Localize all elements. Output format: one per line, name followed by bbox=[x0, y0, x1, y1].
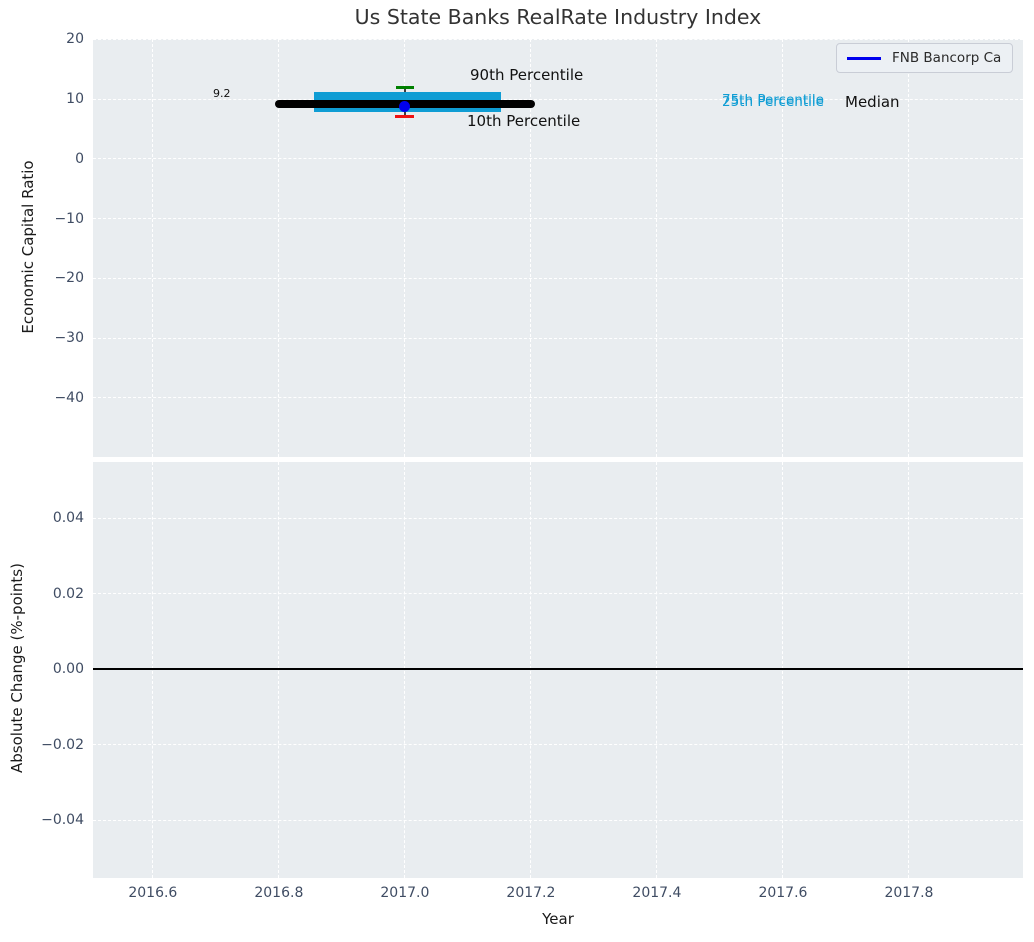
x-gridline bbox=[530, 39, 532, 457]
annotation-median_value_label: 9.2 bbox=[213, 87, 231, 100]
x-gridline bbox=[278, 462, 280, 878]
x-gridline bbox=[152, 39, 154, 457]
x-tick-label: 2017.6 bbox=[758, 885, 808, 901]
x-gridline bbox=[782, 39, 784, 457]
y-tick-label: −0.02 bbox=[41, 736, 84, 753]
company-point bbox=[399, 101, 411, 113]
y-gridline bbox=[93, 158, 1023, 160]
y-gridline bbox=[93, 517, 1023, 519]
x-gridline bbox=[404, 39, 406, 457]
y-gridline bbox=[93, 38, 1023, 40]
x-gridline bbox=[152, 462, 154, 878]
y-gridline bbox=[93, 744, 1023, 746]
x-gridline bbox=[530, 462, 532, 878]
x-tick-label: 2017.8 bbox=[884, 885, 934, 901]
annotation-p75_label: 75th Percentile bbox=[722, 92, 824, 108]
x-gridline bbox=[278, 39, 280, 457]
y-tick-label: 10 bbox=[66, 91, 84, 108]
zero-line bbox=[93, 668, 1023, 670]
y-tick-label: 0.02 bbox=[52, 585, 84, 602]
p90-cap bbox=[395, 85, 414, 89]
y-tick-label: −10 bbox=[54, 210, 84, 227]
legend: FNB Bancorp Ca bbox=[836, 43, 1013, 73]
y-tick-label: 0.00 bbox=[52, 661, 84, 678]
legend-label: FNB Bancorp Ca bbox=[892, 50, 1002, 66]
annotation-p90_label: 90th Percentile bbox=[470, 66, 584, 84]
annotation-p25_label: 25th Percentile bbox=[722, 94, 824, 110]
annotation-median_label: Median bbox=[845, 93, 900, 111]
y-tick-label: 0.04 bbox=[52, 510, 84, 527]
y-gridline bbox=[93, 218, 1023, 220]
x-tick-label: 2017.2 bbox=[506, 885, 556, 901]
x-gridline bbox=[404, 462, 406, 878]
y-tick-label: 0 bbox=[75, 150, 84, 167]
x-tick-label: 2017.0 bbox=[380, 885, 430, 901]
y-gridline bbox=[93, 337, 1023, 339]
x-gridline bbox=[656, 39, 658, 457]
y-tick-label: −30 bbox=[54, 330, 84, 347]
chart-title: Us State Banks RealRate Industry Index bbox=[354, 5, 762, 29]
legend-line-swatch bbox=[847, 56, 881, 60]
annotation-p10_label: 10th Percentile bbox=[467, 112, 581, 130]
y-tick-label: −0.04 bbox=[41, 812, 84, 829]
x-tick-label: 2016.8 bbox=[254, 885, 304, 901]
x-tick-label: 2017.4 bbox=[632, 885, 682, 901]
plot-background bbox=[93, 39, 1023, 457]
y-gridline bbox=[93, 397, 1023, 399]
x-gridline bbox=[656, 462, 658, 878]
y-gridline bbox=[93, 593, 1023, 595]
x-tick-label: 2016.6 bbox=[128, 885, 178, 901]
plot-background bbox=[93, 462, 1023, 878]
x-axis-label: Year bbox=[542, 910, 574, 928]
y-gridline bbox=[93, 277, 1023, 279]
y-tick-label: 20 bbox=[66, 31, 84, 48]
y-tick-label: −40 bbox=[54, 389, 84, 406]
p10-cap bbox=[395, 115, 415, 119]
y-tick-label: −20 bbox=[54, 270, 84, 287]
y-gridline bbox=[93, 98, 1023, 100]
x-gridline bbox=[908, 39, 910, 457]
x-gridline bbox=[908, 462, 910, 878]
x-gridline bbox=[782, 462, 784, 878]
top-y-axis-label: Economic Capital Ratio bbox=[19, 160, 37, 334]
y-gridline bbox=[93, 819, 1023, 821]
